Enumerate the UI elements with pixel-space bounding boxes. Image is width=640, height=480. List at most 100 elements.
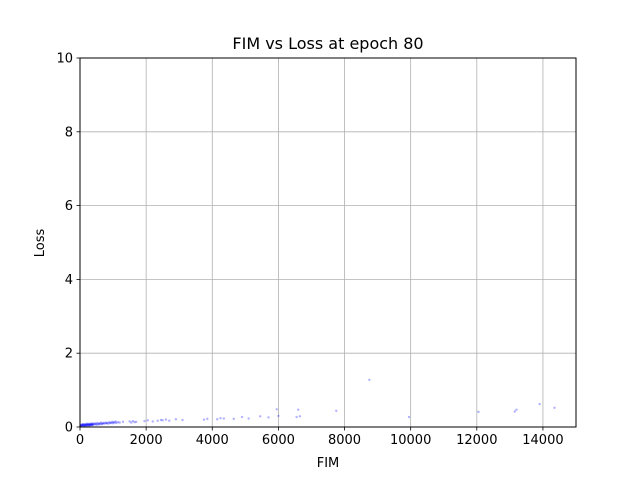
- data-point: [222, 417, 226, 420]
- data-point: [89, 423, 92, 426]
- data-point: [118, 421, 121, 424]
- data-point: [275, 408, 278, 411]
- data-point: [553, 406, 556, 410]
- data-point: [80, 423, 84, 426]
- data-point: [89, 423, 93, 427]
- data-point: [143, 419, 146, 423]
- data-point: [90, 422, 94, 425]
- data-point: [83, 424, 86, 428]
- y-axis-label: Loss: [33, 229, 48, 258]
- data-point: [181, 418, 184, 422]
- data-point: [232, 417, 235, 421]
- data-point: [174, 418, 178, 421]
- data-point: [108, 422, 111, 425]
- data-point: [106, 422, 110, 425]
- data-point: [107, 421, 111, 424]
- data-point: [130, 421, 133, 424]
- data-point: [88, 422, 92, 425]
- data-point: [240, 415, 244, 419]
- y-tick-label: 0: [65, 421, 73, 436]
- data-point: [89, 423, 92, 426]
- x-tick-label: 14000: [522, 433, 563, 448]
- data-point: [82, 422, 85, 426]
- data-point: [81, 424, 84, 428]
- data-point: [277, 414, 280, 418]
- y-tick-label: 10: [56, 52, 73, 67]
- data-point: [161, 419, 164, 422]
- data-point: [103, 422, 107, 425]
- data-point: [91, 423, 94, 427]
- data-point: [101, 422, 104, 426]
- data-point: [335, 409, 338, 412]
- x-tick-label: 2000: [130, 433, 163, 448]
- data-point: [88, 424, 91, 427]
- data-point: [96, 423, 100, 426]
- data-point: [121, 420, 125, 424]
- data-point: [99, 423, 102, 426]
- data-point: [81, 423, 84, 427]
- data-point: [247, 417, 250, 420]
- data-point: [94, 422, 97, 425]
- data-point: [202, 418, 206, 421]
- data-point: [267, 416, 270, 419]
- data-point: [159, 418, 163, 422]
- x-tick-label: 0: [76, 433, 84, 448]
- data-point: [515, 408, 518, 411]
- data-point: [85, 423, 88, 426]
- data-point: [116, 421, 120, 424]
- data-point: [146, 419, 149, 422]
- data-point: [538, 402, 541, 406]
- data-point: [513, 410, 517, 413]
- data-point: [114, 420, 117, 423]
- data-point: [97, 422, 101, 426]
- data-point: [81, 423, 85, 426]
- data-point: [97, 422, 100, 425]
- y-tick-label: 4: [65, 273, 73, 288]
- x-tick-label: 6000: [262, 433, 295, 448]
- data-point: [88, 423, 91, 426]
- x-axis-label: FIM: [317, 456, 340, 471]
- data-point: [83, 423, 87, 426]
- data-point: [156, 419, 159, 422]
- data-point: [113, 421, 116, 424]
- data-point: [87, 423, 90, 427]
- data-point: [101, 422, 105, 425]
- data-point: [98, 422, 102, 425]
- plot-frame: [79, 57, 577, 428]
- data-point: [298, 415, 302, 418]
- x-tick-label: 10000: [390, 433, 431, 448]
- data-point: [407, 415, 411, 419]
- data-point: [92, 423, 95, 426]
- data-point: [83, 423, 86, 426]
- data-point: [206, 417, 209, 421]
- data-point: [216, 418, 219, 421]
- data-point: [164, 418, 168, 421]
- data-point: [91, 422, 95, 426]
- data-point: [92, 422, 96, 425]
- data-point: [477, 410, 480, 414]
- data-point: [93, 423, 96, 426]
- x-tick-label: 8000: [328, 433, 361, 448]
- data-point: [84, 422, 87, 426]
- data-point: [95, 421, 99, 425]
- data-point: [91, 423, 94, 426]
- data-point: [84, 423, 87, 427]
- y-tick-label: 8: [65, 125, 73, 140]
- data-point: [90, 422, 93, 426]
- data-point: [85, 423, 88, 426]
- data-point: [86, 424, 89, 427]
- data-point: [135, 420, 138, 424]
- data-point: [87, 422, 90, 426]
- data-point: [128, 420, 131, 423]
- data-point: [99, 421, 103, 424]
- data-point: [80, 423, 83, 426]
- data-point: [80, 424, 83, 427]
- data-point: [105, 422, 108, 425]
- x-tick-label: 4000: [196, 433, 229, 448]
- data-point: [295, 415, 298, 419]
- data-point: [82, 424, 85, 427]
- data-point: [90, 423, 93, 426]
- y-tick-label: 2: [65, 347, 73, 362]
- data-point: [82, 423, 86, 427]
